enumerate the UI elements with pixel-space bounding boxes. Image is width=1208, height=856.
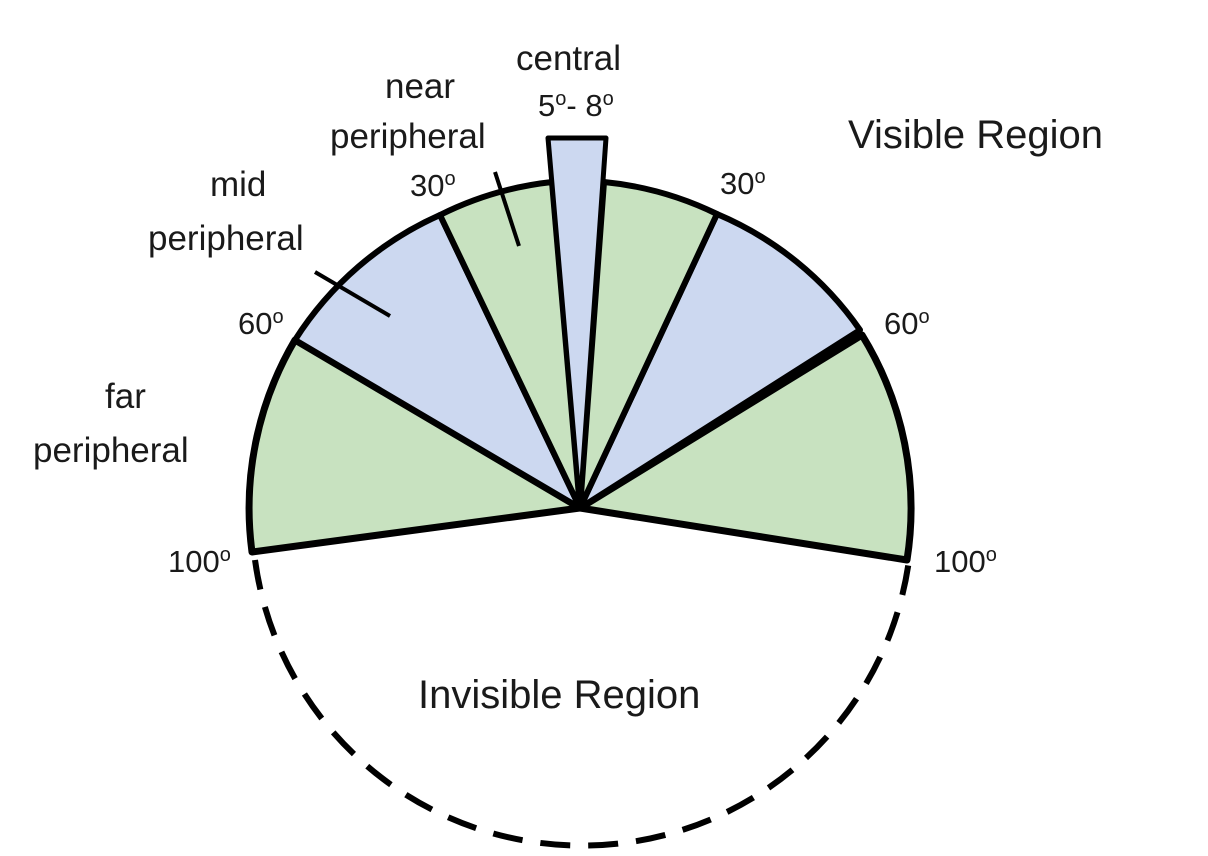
central-angle-label: 5o- 8o xyxy=(538,88,614,123)
angle-right-30-value: 30 xyxy=(720,166,754,201)
near-peripheral-leader xyxy=(493,171,521,247)
central-angle-dash: - xyxy=(566,88,585,123)
invisible-region-label: Invisible Region xyxy=(418,673,700,717)
far-peripheral-label-line2: peripheral xyxy=(33,431,189,470)
angle-left-100-value: 100 xyxy=(168,544,220,579)
sector-mid-peripheral-right xyxy=(577,211,863,511)
angle-right-100-value: 100 xyxy=(934,544,986,579)
angle-label-right-30: 30o xyxy=(720,166,766,201)
sector-central xyxy=(545,135,609,511)
central-angle-to-degree: o xyxy=(603,88,614,110)
mid-peripheral-label-line2: peripheral xyxy=(148,219,304,258)
mid-peripheral-leader xyxy=(313,270,392,318)
mid-peripheral-label-line1: mid xyxy=(210,165,266,204)
angle-label-left-30: 30o xyxy=(410,168,456,203)
near-peripheral-label-line1: near xyxy=(385,67,455,106)
angle-label-left-100: 100o xyxy=(168,544,231,579)
angle-right-60-degree: o xyxy=(918,306,929,328)
sector-far-peripheral-right xyxy=(576,331,915,564)
angle-left-100-degree: o xyxy=(220,544,231,566)
visible-region-label: Visible Region xyxy=(848,113,1103,157)
angle-right-30-degree: o xyxy=(754,166,765,188)
angle-label-left-60: 60o xyxy=(238,306,284,341)
invisible-region-arc xyxy=(252,559,912,849)
central-label: central xyxy=(516,39,621,78)
angle-label-right-60: 60o xyxy=(884,306,930,341)
angle-left-30-value: 30 xyxy=(410,168,444,203)
near-peripheral-label-line2: peripheral xyxy=(330,117,486,156)
angle-left-60-value: 60 xyxy=(238,306,272,341)
angle-right-60-value: 60 xyxy=(884,306,918,341)
sector-mid-peripheral-left xyxy=(292,212,583,511)
angle-label-right-100: 100o xyxy=(934,544,997,579)
central-angle-from-degree: o xyxy=(555,88,566,110)
far-peripheral-label-line1: far xyxy=(105,377,146,416)
angle-right-100-degree: o xyxy=(986,544,997,566)
angle-left-60-degree: o xyxy=(272,306,283,328)
sector-far-peripheral-left xyxy=(245,336,584,556)
central-angle-to: 8 xyxy=(585,88,602,123)
angle-left-30-degree: o xyxy=(444,168,455,190)
central-angle-from: 5 xyxy=(538,88,555,123)
